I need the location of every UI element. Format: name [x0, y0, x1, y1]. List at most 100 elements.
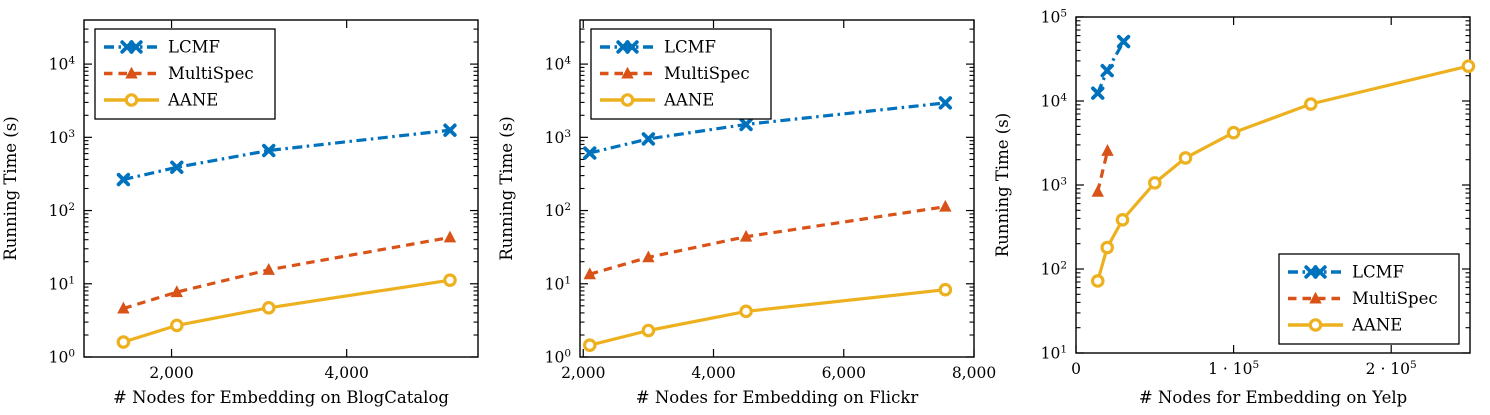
x-axis-label: # Nodes for Embedding on Yelp	[1139, 388, 1407, 407]
x-tick-label: 6,000	[822, 364, 866, 382]
circle-marker	[1178, 151, 1193, 165]
y-tick-label: 103	[49, 128, 75, 147]
x-marker	[170, 160, 184, 174]
x-marker	[1100, 63, 1114, 78]
y-axis: 100 101 102 103 104	[545, 28, 974, 367]
circle-marker	[170, 318, 184, 333]
y-tick-label: 102	[49, 201, 75, 220]
legend-entry-label: LCMF	[664, 38, 716, 57]
circle-marker	[1308, 318, 1323, 332]
legend-entry-label: LCMF	[168, 38, 220, 57]
legend-entry-label: LCMF	[1352, 263, 1404, 282]
triangle-marker	[621, 66, 634, 79]
triangle-marker	[939, 199, 952, 212]
x-marker	[938, 96, 953, 110]
chart-flickr: 100 101 102 103 104 2,000 4,000 6,000 8,000 # Nod…	[497, 19, 996, 407]
legend-entry-label: AANE	[663, 91, 714, 110]
series-LCMF	[1091, 34, 1131, 100]
y-tick-label: 102	[545, 201, 571, 220]
x-marker	[625, 40, 639, 54]
x-marker	[739, 117, 753, 132]
circle-marker	[1090, 274, 1105, 288]
y-axis-label: Running Time (s)	[497, 116, 516, 260]
circle-marker	[1461, 59, 1476, 73]
y-tick-label: 103	[1041, 176, 1067, 195]
y-tick-label: 101	[49, 274, 75, 293]
x-marker	[116, 172, 131, 187]
y-tick-label: 104	[49, 55, 76, 74]
y-tick-label: 101	[1041, 344, 1067, 363]
x-marker	[262, 143, 276, 158]
y-tick-label: 102	[1041, 260, 1067, 279]
circle-marker	[620, 93, 635, 107]
x-axis-label: # Nodes for Embedding on Flickr	[636, 388, 919, 407]
series-LCMF	[116, 123, 457, 187]
circle-marker	[582, 338, 597, 352]
circle-marker	[938, 282, 953, 297]
series-line	[589, 205, 946, 276]
series-line	[123, 128, 451, 182]
legend-entry-label: AANE	[1351, 316, 1402, 335]
triangle-marker	[642, 250, 655, 263]
chart-blogcatalog: 100 101 102 103 104 2,000 4,000 # Nodes for Emb…	[1, 19, 479, 407]
series-MultiSpec	[583, 199, 952, 280]
x-tick-label: 2,000	[149, 364, 193, 382]
y-tick-label: 104	[1041, 92, 1068, 111]
circle-marker	[443, 273, 457, 287]
y-axis-label: Running Time (s)	[1, 116, 20, 260]
series-line	[122, 235, 451, 311]
y-tick-label: 104	[545, 55, 572, 74]
y-tick-label: 103	[545, 128, 571, 147]
circle-marker	[1304, 97, 1318, 111]
triangle-marker	[1101, 144, 1114, 156]
circle-marker	[1115, 213, 1130, 227]
triangle-marker	[125, 66, 138, 79]
series-LCMF	[583, 96, 953, 160]
x-marker	[1116, 34, 1131, 49]
circle-marker	[1100, 240, 1115, 255]
x-marker	[641, 132, 656, 146]
y-axis-label: Running Time (s)	[993, 113, 1012, 257]
x-tick-label: 2 · 105	[1366, 359, 1417, 378]
y-tick-label: 100	[545, 348, 571, 367]
triangle-marker	[262, 263, 275, 275]
x-tick-label: 4,000	[324, 364, 368, 382]
circle-marker	[641, 323, 656, 338]
series-line	[589, 288, 946, 347]
chart-yelp: 101 102 103 104 105 0 1 · 105 2 · 105 # Nodes fo…	[993, 8, 1476, 407]
legend: LCMF MultiSpec AANE	[590, 28, 772, 120]
x-tick-label: 8,000	[952, 364, 996, 382]
x-axis: 2,000 4,000	[149, 20, 369, 382]
series-AANE	[116, 273, 457, 349]
triangle-marker	[170, 285, 184, 298]
chart-panel-blogcatalog: 100 101 102 103 104 2,000 4,000 # Nodes for Emb…	[0, 0, 496, 415]
triangle-marker	[1309, 291, 1322, 304]
legend-entry-label: MultiSpec	[168, 64, 254, 83]
legend: LCMF MultiSpec AANE	[1278, 253, 1460, 345]
x-axis: 2,000 4,000 6,000 8,000	[561, 20, 996, 382]
circle-marker	[116, 335, 131, 349]
triangle-marker	[739, 229, 753, 242]
triangle-marker	[443, 230, 457, 243]
series-MultiSpec	[117, 230, 457, 314]
x-marker	[129, 40, 143, 54]
chart-panel-yelp: 101 102 103 104 105 0 1 · 105 2 · 105 # Nodes fo…	[992, 0, 1488, 415]
triangle-marker	[583, 267, 596, 280]
legend-entry-label: MultiSpec	[664, 64, 750, 83]
y-axis: 100 101 102 103 104	[49, 28, 478, 367]
circle-marker	[124, 93, 139, 107]
series-AANE	[582, 282, 953, 352]
series-MultiSpec	[1091, 144, 1114, 197]
series-AANE	[1090, 59, 1476, 288]
y-tick-label: 100	[49, 348, 75, 367]
x-axis: 0 1 · 105 2 · 105	[1071, 17, 1417, 378]
chart-panel-flickr: 100 101 102 103 104 2,000 4,000 6,000 8,000 # Nod…	[496, 0, 996, 415]
triangle-marker	[1091, 184, 1104, 197]
legend-entry-label: MultiSpec	[1352, 289, 1438, 308]
series-line	[589, 101, 946, 155]
y-axis: 101 102 103 104 105	[1041, 8, 1470, 363]
legend: LCMF MultiSpec AANE	[94, 28, 276, 120]
circle-marker	[1148, 176, 1162, 190]
x-marker	[583, 146, 597, 160]
